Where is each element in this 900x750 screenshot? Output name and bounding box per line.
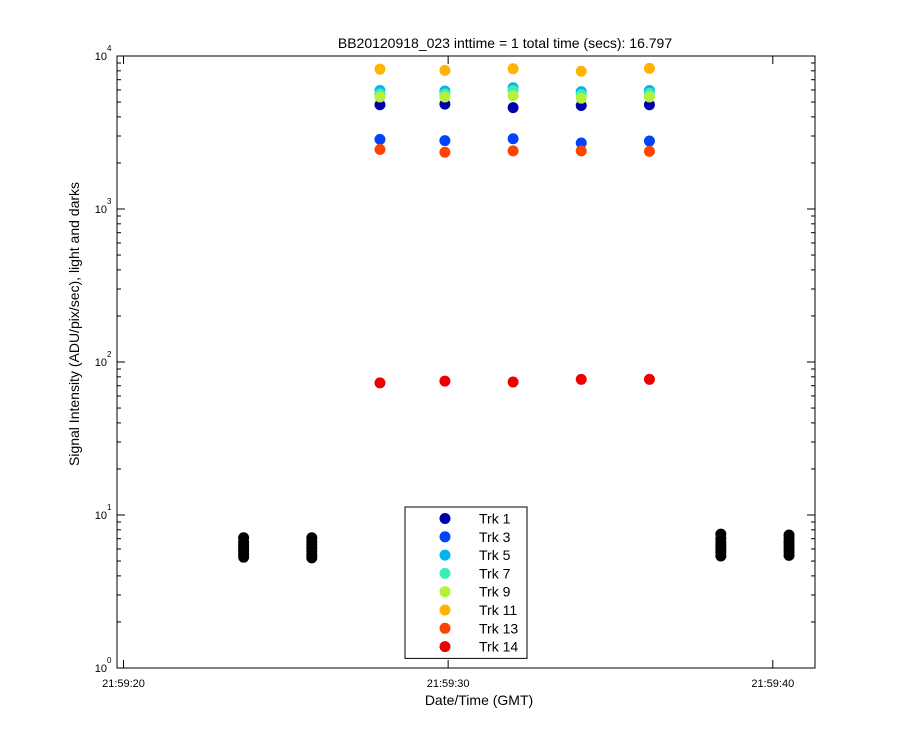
- series-point: [575, 373, 587, 385]
- axis-ticks: [117, 55, 815, 669]
- legend-marker: [439, 567, 451, 579]
- y-tick-label-exponent: 0: [107, 656, 112, 665]
- legend-marker: [439, 641, 451, 653]
- series-point: [507, 102, 519, 114]
- series-point: [643, 145, 655, 157]
- series-point: [374, 63, 386, 75]
- series-point: [507, 90, 519, 102]
- x-axis-label: Date/Time (GMT): [425, 692, 533, 708]
- legend-label: Trk 13: [479, 620, 518, 636]
- dark-point: [238, 532, 250, 544]
- legend-marker: [439, 549, 451, 561]
- series-point: [643, 99, 655, 111]
- legend-label: Trk 14: [479, 639, 518, 655]
- series-point: [507, 376, 519, 388]
- series-point: [439, 135, 451, 147]
- y-tick-label-exponent: 1: [107, 503, 112, 512]
- x-tick-labels: 21:59:20 21:59:30 21:59:40: [102, 678, 794, 690]
- series-point: [374, 377, 386, 389]
- legend-marker: [439, 513, 451, 524]
- series-point: [575, 145, 587, 157]
- legend-box: [404, 506, 528, 659]
- y-tick-label-exponent: 4: [107, 44, 112, 53]
- series-point: [374, 91, 386, 103]
- y-tick-label-base: 10: [95, 357, 107, 369]
- legend-marker: [439, 604, 451, 616]
- y-axis-label: Signal Intensity (ADU/pix/sec), light an…: [66, 182, 82, 466]
- series-point: [575, 137, 587, 149]
- legend-label: Trk 1: [479, 511, 511, 527]
- series-point: [507, 133, 519, 145]
- dark-point: [715, 528, 727, 540]
- legend-marker: [439, 531, 451, 543]
- chart-title: BB20120918_023 inttime = 1 total time (s…: [338, 35, 672, 51]
- y-tick-label-base: 10: [95, 510, 107, 522]
- series-point: [643, 91, 655, 103]
- y-tick-label-base: 10: [95, 51, 107, 63]
- series-point: [374, 99, 386, 111]
- series-point: [439, 146, 451, 158]
- series-point: [507, 145, 519, 157]
- series-point: [575, 65, 587, 77]
- series-point: [439, 91, 451, 103]
- legend: Trk 1 Trk 3 Trk 5 Trk 7 Trk 9 Trk 11 Trk 13 Trk…: [404, 506, 528, 659]
- series-point: [575, 92, 587, 104]
- legend-marker: [439, 622, 451, 634]
- dark-point: [783, 529, 795, 541]
- series-point: [643, 373, 655, 385]
- y-tick-label-exponent: 3: [107, 197, 112, 206]
- series-point: [374, 133, 386, 145]
- series-point: [643, 135, 655, 147]
- series-point: [439, 375, 451, 387]
- legend-label: Trk 3: [479, 529, 511, 545]
- y-tick-label-exponent: 2: [107, 350, 112, 359]
- legend-label: Trk 9: [479, 584, 511, 600]
- x-tick-label: 21:59:30: [427, 678, 470, 690]
- x-tick-label: 21:59:20: [102, 678, 145, 690]
- legend-label: Trk 7: [479, 565, 511, 581]
- legend-marker: [439, 586, 451, 598]
- legend-label: Trk 11: [479, 602, 517, 618]
- data-points: [238, 62, 795, 564]
- y-tick-label-base: 10: [95, 204, 107, 216]
- series-point: [374, 143, 386, 155]
- dark-point: [306, 532, 318, 544]
- y-tick-label-base: 10: [95, 663, 107, 675]
- series-point: [439, 64, 451, 76]
- x-tick-label: 21:59:40: [751, 678, 794, 690]
- legend-label: Trk 5: [479, 547, 511, 563]
- series-point: [643, 62, 655, 74]
- series-point: [507, 63, 519, 75]
